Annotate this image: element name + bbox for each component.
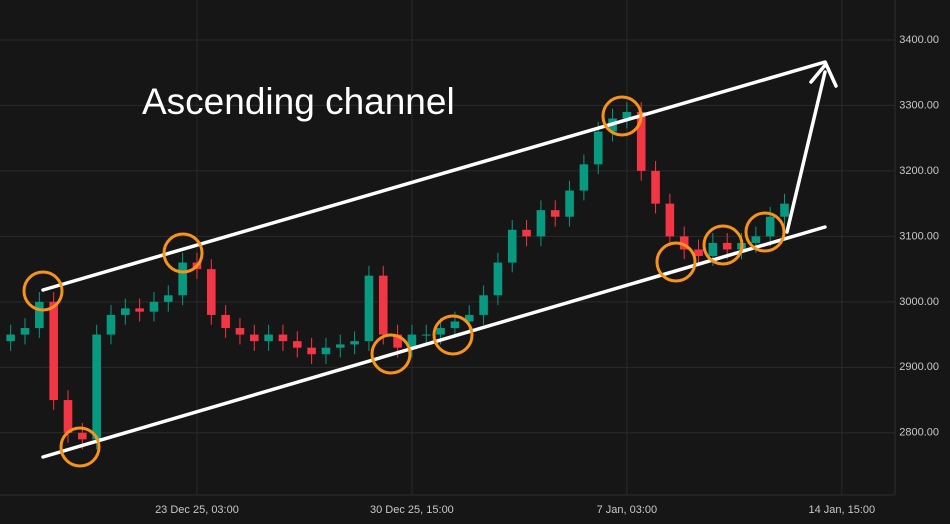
candle-body <box>536 210 546 237</box>
grid <box>0 0 895 495</box>
candle-body <box>550 210 560 217</box>
candle-body <box>106 314 116 335</box>
candle-body <box>450 321 460 329</box>
touch-point <box>432 314 474 356</box>
candle-body <box>751 236 761 243</box>
candle-body <box>665 203 675 237</box>
y-tick-label: 3400.00 <box>899 34 939 46</box>
candle-body <box>249 334 259 342</box>
y-tick-label: 3000.00 <box>899 296 939 308</box>
candle-body <box>421 334 431 336</box>
touch-point <box>59 426 101 468</box>
candle-body <box>479 295 488 315</box>
touch-point <box>655 241 697 283</box>
candle-body <box>164 295 173 302</box>
candle-body <box>393 334 402 348</box>
arrow-shaft <box>785 70 827 234</box>
candle-body <box>63 400 73 433</box>
candle-body <box>364 275 374 342</box>
x-tick-label: 14 Jan, 15:00 <box>809 504 876 516</box>
touch-point <box>744 211 786 253</box>
candle-body <box>378 275 388 335</box>
y-tick-label: 2900.00 <box>899 361 939 373</box>
candle-body <box>522 229 531 237</box>
candle-body <box>507 229 517 263</box>
candle-body <box>135 308 144 312</box>
candle-body <box>6 334 15 342</box>
candles <box>6 102 789 450</box>
candle-body <box>565 190 574 217</box>
touch-point <box>601 95 643 137</box>
channel-upper <box>41 60 827 292</box>
candle-body <box>92 334 101 440</box>
candle-body <box>651 170 660 204</box>
candle-body <box>292 341 302 348</box>
candle-body <box>178 262 187 296</box>
candle-body <box>121 308 130 315</box>
candle-body <box>20 328 30 335</box>
drawings <box>22 60 838 468</box>
candle-body <box>235 328 245 335</box>
x-tick-label: 30 Dec 25, 15:00 <box>370 504 454 516</box>
candle-body <box>49 301 58 401</box>
candle-body <box>579 164 589 191</box>
candle-body <box>464 314 474 322</box>
x-tick-label: 7 Jan, 03:00 <box>597 504 658 516</box>
y-tick-label: 3200.00 <box>899 165 939 177</box>
candle-body <box>307 347 316 355</box>
y-tick-label: 3300.00 <box>899 99 939 111</box>
touch-point <box>370 333 412 375</box>
annotation: Ascending channel <box>142 81 455 122</box>
candle-body <box>278 334 288 342</box>
candle-body <box>593 131 603 165</box>
candle-body <box>149 301 159 312</box>
candle-body <box>206 269 216 315</box>
touch-point <box>22 270 64 312</box>
candle-body <box>780 203 789 217</box>
candle-body <box>407 334 417 348</box>
candle-body <box>35 301 44 329</box>
touch-point <box>162 232 204 274</box>
candle-body <box>694 249 703 257</box>
touch-point <box>702 224 744 266</box>
y-tick-label: 2800.00 <box>899 427 939 439</box>
x-tick-label: 23 Dec 25, 03:00 <box>155 504 239 516</box>
candle-body <box>264 334 273 342</box>
candle-body <box>622 111 632 119</box>
candle-body <box>78 432 87 440</box>
y-tick-label: 3100.00 <box>899 230 939 242</box>
candle-body <box>679 236 689 250</box>
candle-body <box>708 242 718 257</box>
candle-body <box>221 314 230 329</box>
candle-body <box>436 328 445 335</box>
candle-body <box>765 216 775 237</box>
candle-body <box>636 111 646 171</box>
candle-body <box>335 344 345 348</box>
axes: 2800.00 2900.00 3000.00 3100.00 3200.00 3300.… <box>155 34 939 516</box>
candle-body <box>493 262 503 296</box>
candle-body <box>722 242 732 250</box>
arrow-head <box>809 60 838 88</box>
candle-body <box>350 341 359 345</box>
candle-body <box>321 347 331 355</box>
